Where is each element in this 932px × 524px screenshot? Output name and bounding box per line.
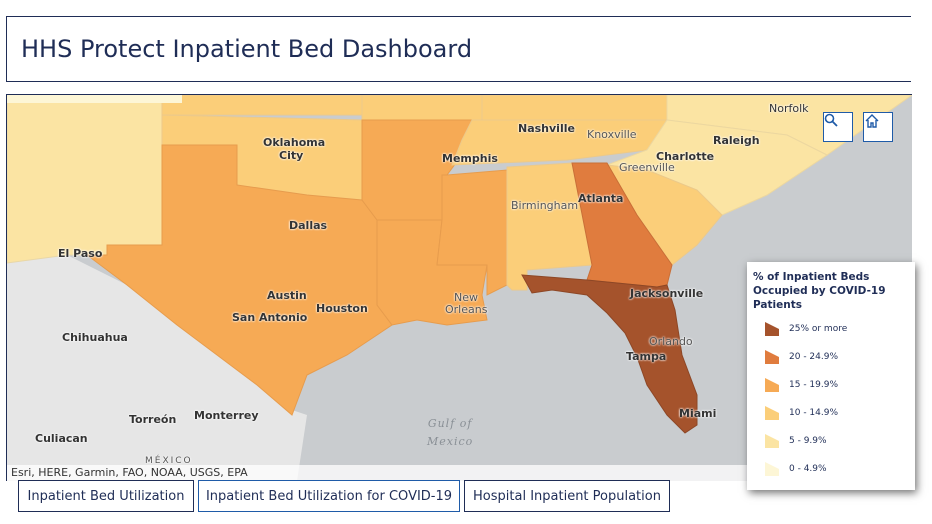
legend-swatch-icon [765,350,779,364]
city-label-orlando: Orlando [649,335,693,348]
legend-item: 25% or more [765,322,847,336]
city-label-monterrey: Monterrey [194,409,259,422]
legend-label: 10 - 14.9% [789,408,839,418]
legend-swatch-icon [765,378,779,392]
city-label-charlotte: Charlotte [656,150,715,163]
city-label-oklahoma-city-1: Oklahoma [263,136,326,149]
legend-item: 15 - 19.9% [765,378,838,392]
city-label-atlanta: Atlanta [578,192,624,205]
state-new-mexico[interactable] [7,95,163,264]
city-label-torreon: Torreón [129,413,177,426]
city-label-raleigh: Raleigh [713,134,760,147]
legend-swatch-icon [765,322,779,336]
water-label-gulf-of-mexico: Gulf of Mexico [427,415,473,451]
legend-item: 5 - 9.9% [765,434,827,448]
title-bar: HHS Protect Inpatient Bed Dashboard [6,16,911,82]
city-label-nashville: Nashville [518,122,575,135]
legend-label: 20 - 24.9% [789,352,839,362]
state-missouri[interactable] [361,95,483,121]
state-mississippi[interactable] [436,169,508,296]
legend-item: 20 - 24.9% [765,350,838,364]
map-attribution: Esri, HERE, Garmin, FAO, NOAA, USGS, EPA [7,465,912,481]
city-label-austin: Austin [267,289,307,302]
city-label-houston: Houston [316,302,368,315]
mexico-land-east [242,395,307,481]
state-kansas[interactable] [161,95,363,116]
city-label-new-orleans-2: Orleans [445,303,488,316]
search-button[interactable] [823,112,853,142]
legend-swatch-icon [765,462,779,476]
legend-swatch-icon [765,406,779,420]
legend-label: 5 - 9.9% [789,436,827,446]
city-label-oklahoma-city-2: City [279,149,304,162]
city-label-knoxville: Knoxville [587,128,637,141]
city-label-el-paso: El Paso [58,247,103,260]
legend-label: 0 - 4.9% [789,464,827,474]
legend-label: 25% or more [789,324,848,334]
tab-hospital-inpatient-population[interactable]: Hospital Inpatient Population [464,480,670,512]
home-icon [865,114,879,128]
tab-inpatient-bed-utilization[interactable]: Inpatient Bed Utilization [18,480,194,512]
water-label-line1: Gulf of [427,417,473,430]
country-label-mexico: MÉXICO [145,456,193,466]
page-title: HHS Protect Inpatient Bed Dashboard [21,35,473,63]
city-label-birmingham: Birmingham [511,199,579,212]
city-label-norfolk: Norfolk [769,102,809,115]
legend-title: % of Inpatient Beds Occupied by COVID-19… [753,271,886,311]
city-label-jacksonville: Jacksonville [630,287,704,300]
city-label-culiacan: Culiacan [35,432,88,445]
state-texas[interactable] [85,144,393,416]
water-label-line2: Mexico [427,435,474,448]
mexico-land [7,255,297,481]
city-label-new-orleans-1: New [454,291,478,304]
city-label-tampa: Tampa [626,350,667,363]
city-label-chihuahua: Chihuahua [62,331,128,344]
state-colorado[interactable] [7,95,182,103]
state-florida[interactable] [521,274,698,434]
legend-item: 10 - 14.9% [765,406,838,420]
map-legend: % of Inpatient Beds Occupied by COVID-19… [747,262,915,490]
city-label-greenville: Greenville [619,161,675,174]
tab-inpatient-bed-utilization-covid[interactable]: Inpatient Bed Utilization for COVID-19 [198,480,460,512]
legend-label: 15 - 19.9% [789,380,839,390]
city-label-san-antonio: San Antonio [232,311,308,324]
home-button[interactable] [863,112,893,142]
map-view[interactable]: Norfolk Oklahoma City Nashville Knoxvill… [6,94,912,481]
search-icon [824,113,838,127]
legend-item: 0 - 4.9% [765,462,827,476]
legend-swatch-icon [765,434,779,448]
city-label-memphis: Memphis [442,152,498,165]
city-label-dallas: Dallas [289,219,328,232]
city-label-miami: Miami [679,407,717,420]
